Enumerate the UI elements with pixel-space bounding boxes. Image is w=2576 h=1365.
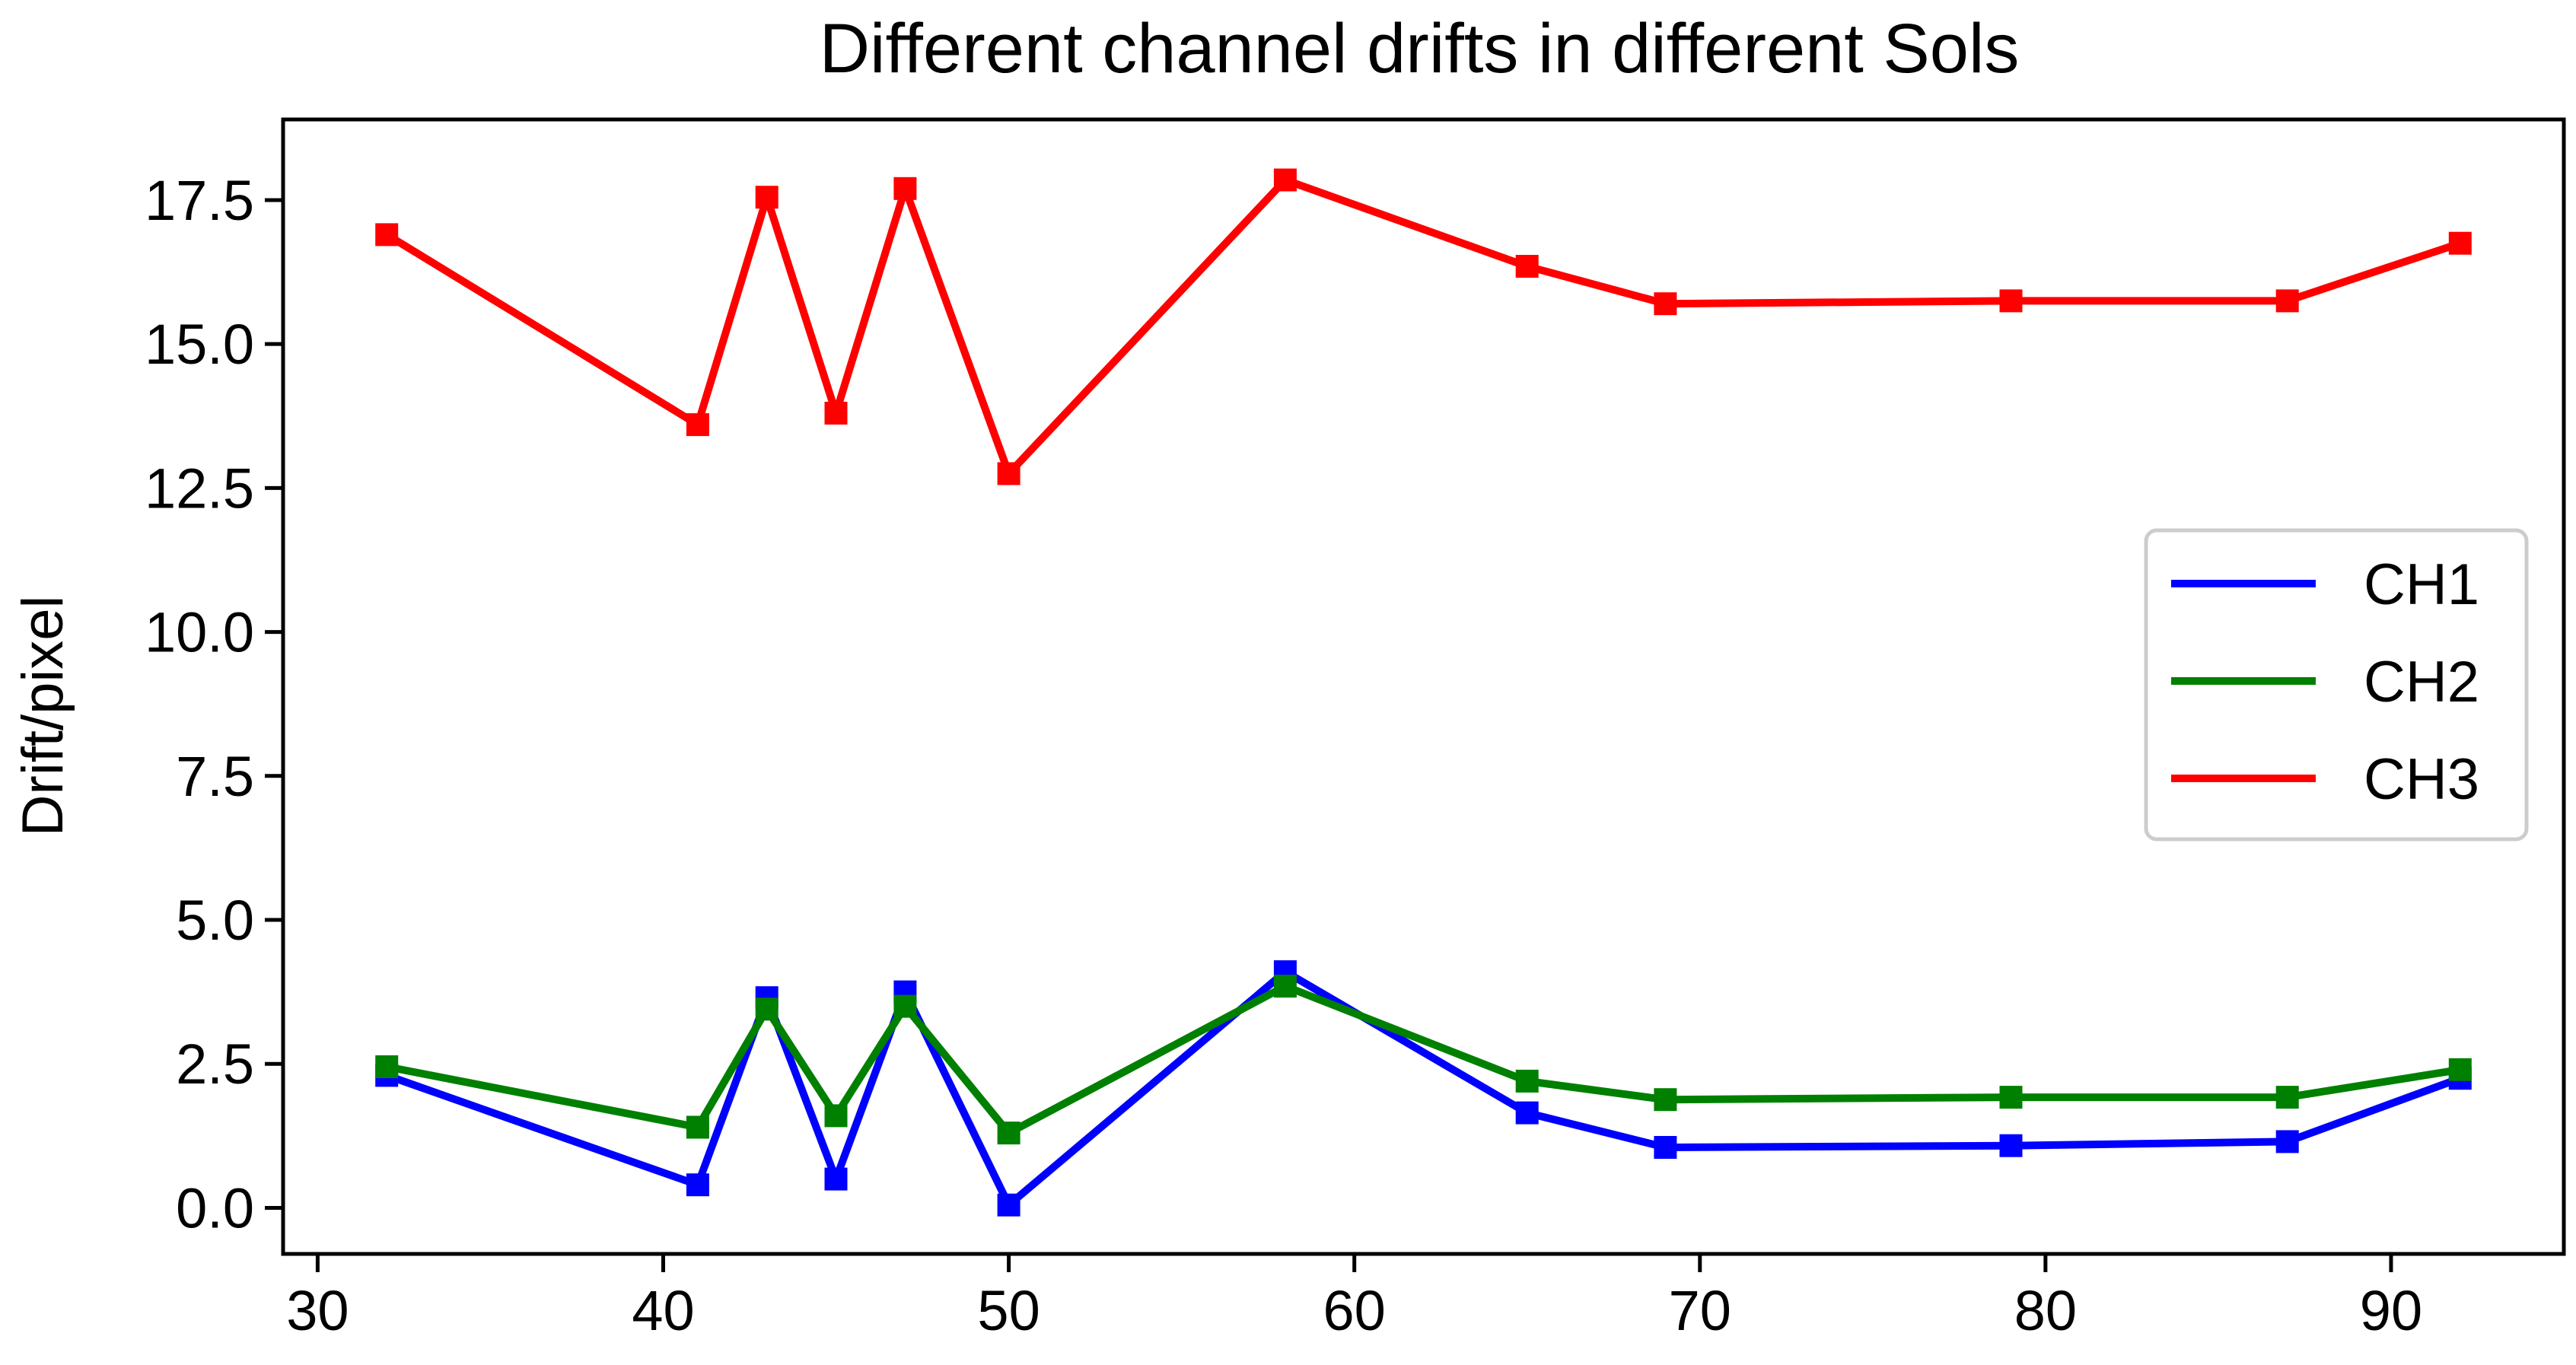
data-point-ch3	[755, 186, 779, 209]
data-point-ch1	[686, 1173, 709, 1197]
data-point-ch1	[2275, 1130, 2299, 1153]
data-point-ch1	[997, 1193, 1021, 1217]
data-point-ch2	[2448, 1058, 2472, 1081]
y-tick-label: 15.0	[145, 313, 254, 376]
data-point-ch2	[2275, 1086, 2299, 1109]
data-point-ch1	[824, 1167, 848, 1191]
y-axis-label: Drift/pixel	[11, 596, 75, 837]
legend-frame	[2144, 528, 2529, 842]
y-tick-label: 12.5	[145, 457, 254, 520]
y-tick-label: 17.5	[145, 169, 254, 232]
data-point-ch2	[997, 1122, 1021, 1145]
x-axis: 30 40 50 60 70 80 90	[286, 1254, 2422, 1342]
y-tick-label: 5.0	[176, 889, 254, 952]
data-point-ch1	[1515, 1101, 1539, 1125]
x-tick-label: 50	[977, 1279, 1040, 1342]
data-point-ch1	[1654, 1136, 1677, 1159]
data-point-ch3	[2448, 231, 2472, 255]
data-point-ch2	[1999, 1086, 2023, 1109]
data-point-ch3	[1273, 168, 1297, 192]
data-point-ch2	[1273, 975, 1297, 998]
data-point-ch3	[1654, 292, 1677, 316]
y-tick-label: 7.5	[176, 745, 254, 808]
data-point-ch2	[686, 1115, 709, 1139]
data-point-ch1	[1999, 1134, 2023, 1157]
data-point-ch3	[1515, 255, 1539, 278]
legend: CH1 CH2 CH3	[2144, 528, 2529, 842]
data-point-ch2	[893, 994, 917, 1018]
y-tick-label: 0.0	[176, 1176, 254, 1239]
y-tick-label: 10.0	[145, 601, 254, 664]
series-ch3	[375, 168, 2472, 485]
legend-label-ch1: CH1	[2364, 552, 2479, 617]
legend-label-ch2: CH2	[2364, 650, 2479, 714]
series-ch1	[375, 960, 2472, 1217]
x-tick-label: 80	[2014, 1279, 2077, 1342]
data-point-ch2	[1515, 1069, 1539, 1093]
data-point-ch3	[997, 462, 1021, 485]
data-point-ch2	[824, 1104, 848, 1128]
data-point-ch3	[686, 413, 709, 437]
chart-title: Different channel drifts in different So…	[820, 10, 2020, 88]
plot-frame	[281, 117, 2566, 1256]
series-line-ch3	[384, 176, 2462, 478]
data-point-ch3	[1999, 289, 2023, 313]
data-point-ch2	[755, 998, 779, 1021]
x-tick-label: 30	[286, 1279, 349, 1342]
series-ch2	[375, 975, 2472, 1145]
data-point-ch3	[824, 402, 848, 425]
x-tick-label: 90	[2360, 1279, 2422, 1342]
x-tick-label: 40	[632, 1279, 694, 1342]
plot-area: 30 40 50 60 70 80 90 0.0 2.5 5.0 7.5 10.0 12.5 15.0 17…	[145, 117, 2566, 1342]
y-tick-label: 2.5	[176, 1032, 254, 1096]
series-line-ch2	[386, 982, 2461, 1138]
data-point-ch3	[2275, 289, 2299, 313]
data-point-ch3	[375, 223, 399, 247]
x-tick-label: 60	[1323, 1279, 1386, 1342]
data-point-ch3	[893, 177, 917, 200]
y-axis: 0.0 2.5 5.0 7.5 10.0 12.5 15.0 17.5	[145, 169, 283, 1239]
series-line-ch1	[385, 968, 2462, 1209]
legend-label-ch3: CH3	[2364, 747, 2479, 812]
data-point-ch2	[375, 1055, 399, 1078]
x-tick-label: 70	[1669, 1279, 1731, 1342]
data-point-ch2	[1654, 1088, 1677, 1112]
